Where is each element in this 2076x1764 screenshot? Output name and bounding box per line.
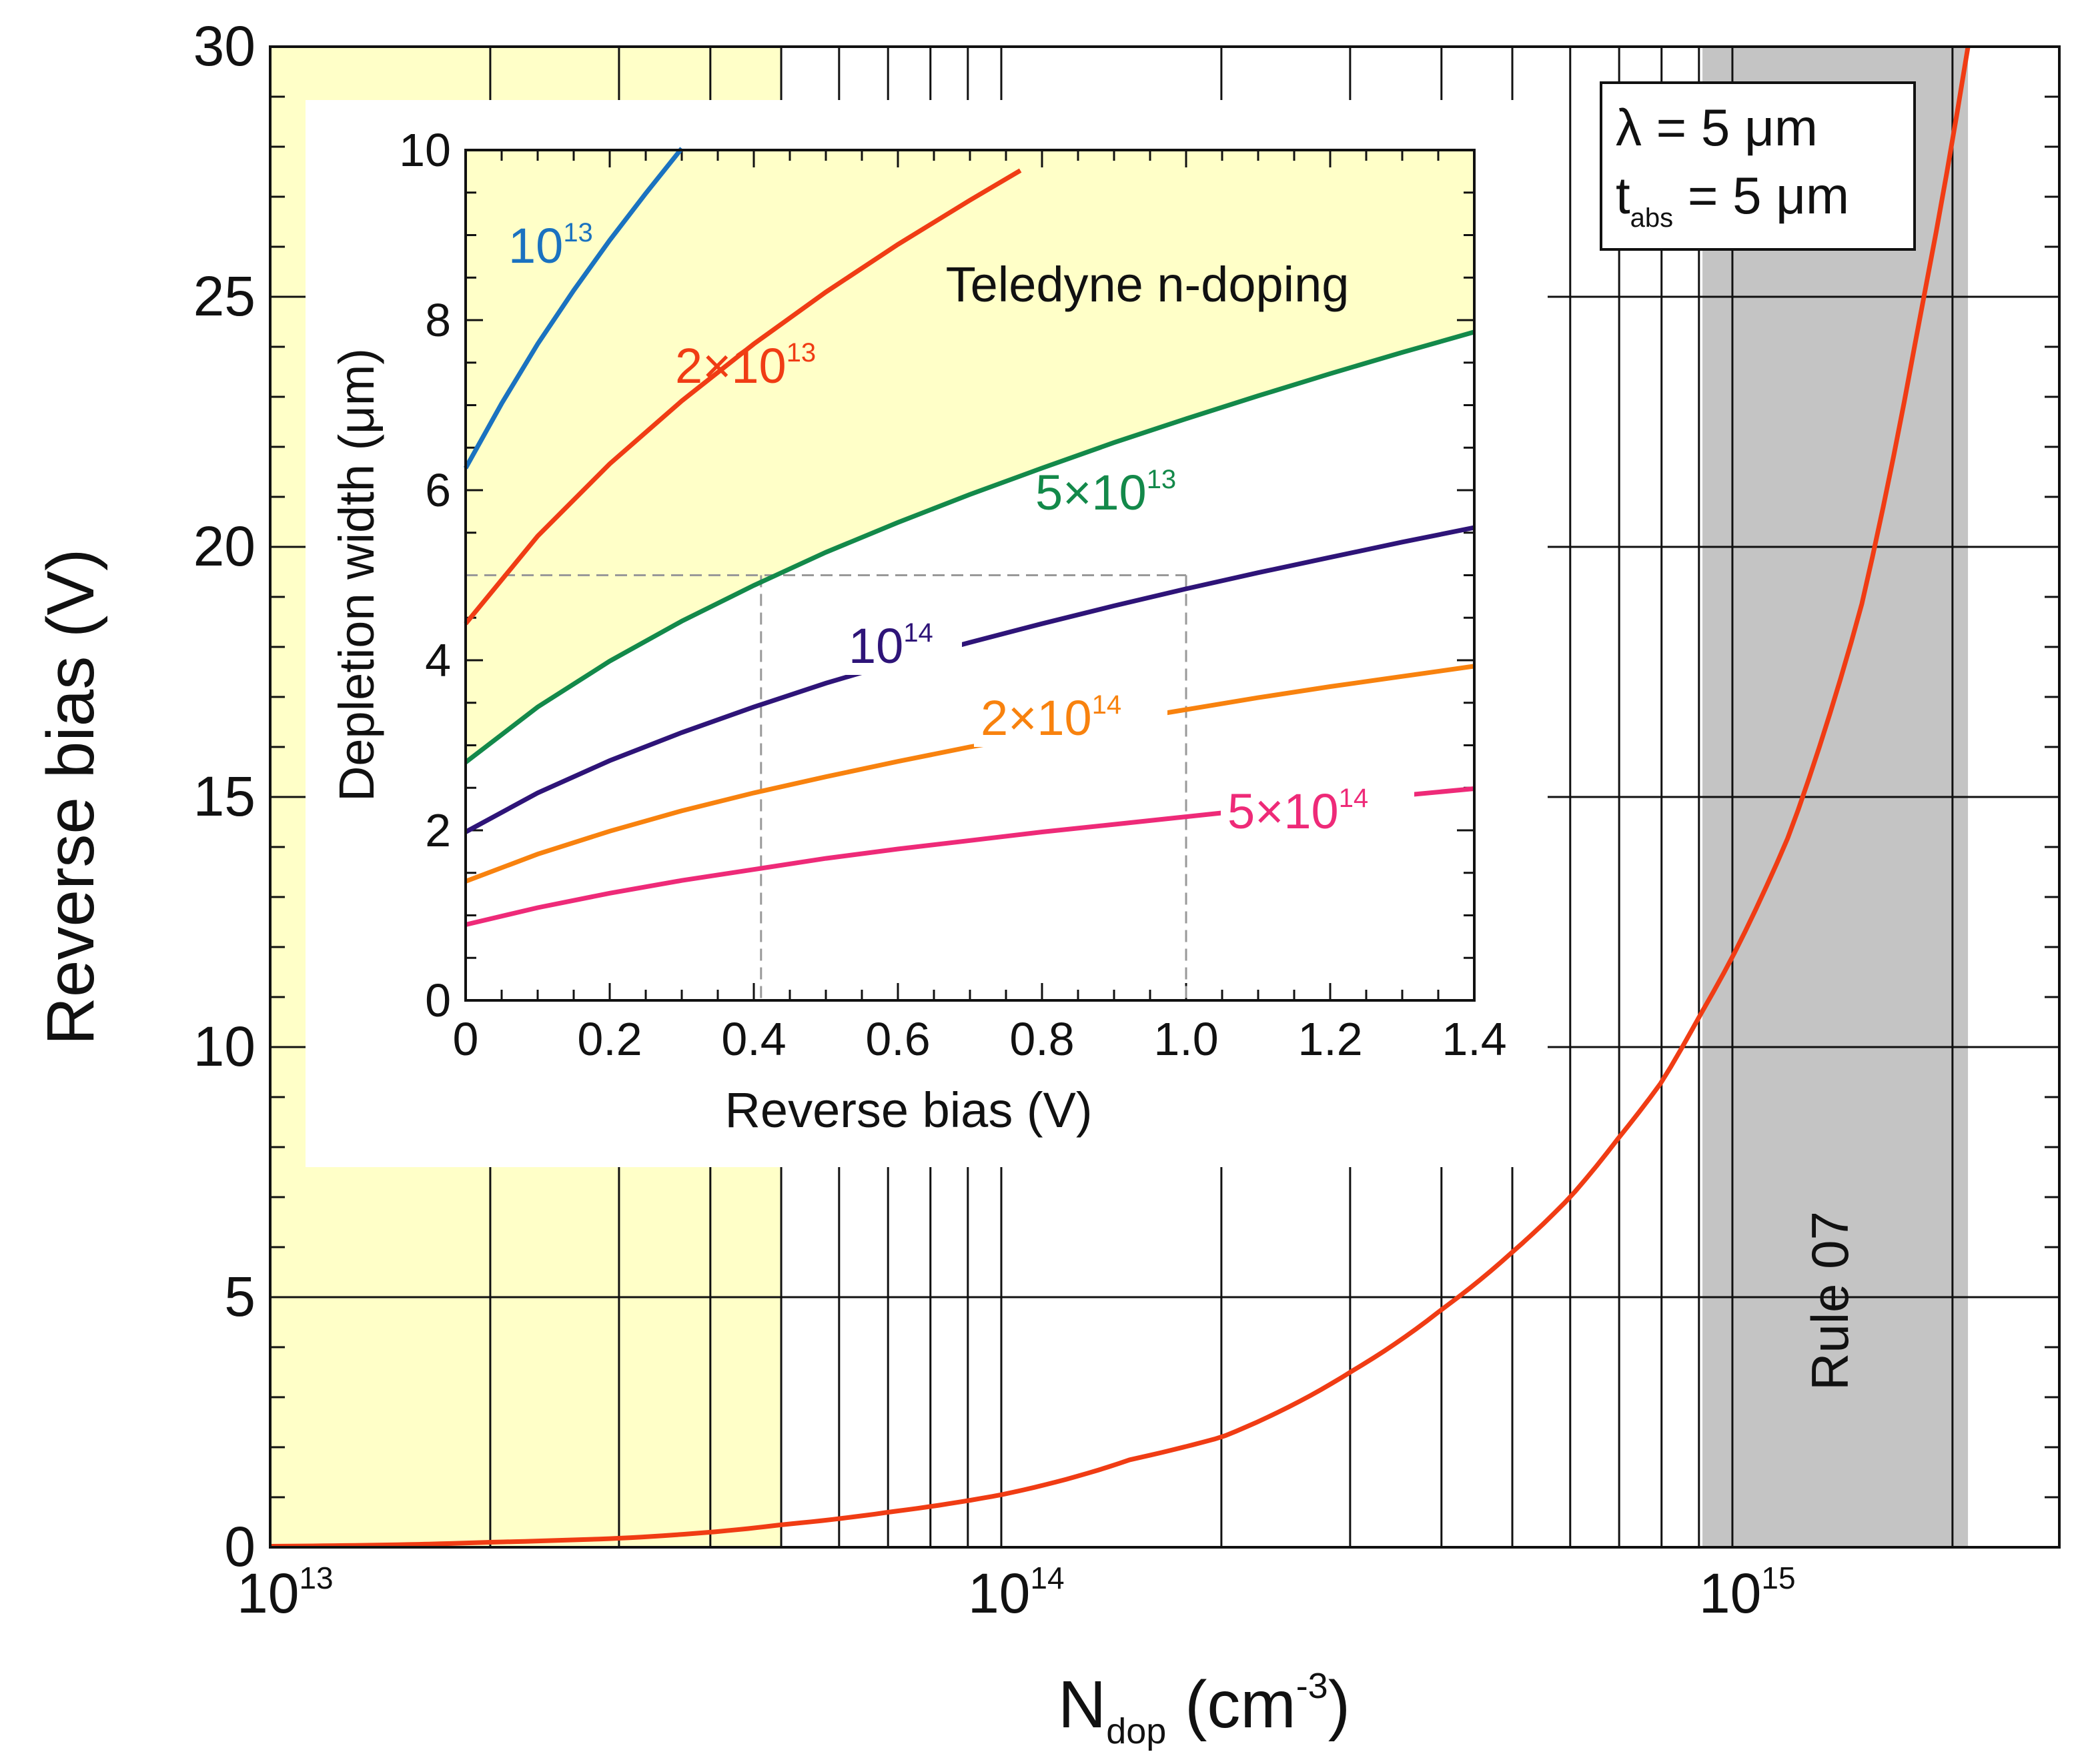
main-axes-frame [269, 45, 2061, 1549]
inset-series-labels: 1013 2×1013 5×1013 1014 2×1014 5×1014 [508, 218, 1414, 840]
inset-y-tick-label: 4 [425, 634, 451, 686]
inset-x-tick-label: 1.2 [1298, 1013, 1362, 1065]
inset-x-tick-labels: 0 0.2 0.4 0.6 0.8 1.0 1.2 1.4 [453, 1013, 1507, 1065]
inset-series-line [464, 329, 1475, 764]
main-y-tick-label: 5 [224, 1265, 255, 1328]
inset-plot: 1013 2×1013 5×1013 1014 2×1014 5×1014 Teledyn… [306, 100, 1548, 1167]
inset-x-tick-label: 1.4 [1442, 1013, 1506, 1065]
main-y-axis-label: Reverse bias (V) [33, 549, 108, 1046]
inset-x-tick-label: 0.2 [577, 1013, 642, 1065]
main-x-tick-label: 1014 [968, 1561, 1065, 1625]
main-y-tick-label: 0 [224, 1515, 255, 1578]
inset-y-tick-label: 10 [399, 124, 451, 176]
inset-label-knockout [974, 687, 1167, 747]
legend-box: λ = 5 μm tabs = 5 μm [1600, 81, 1916, 251]
inset-series-line [463, 147, 684, 470]
inset-x-tick-label: 0.4 [721, 1013, 786, 1065]
main-y-tick-label: 20 [193, 515, 255, 578]
inset-series-label: 5×1014 [1227, 784, 1368, 839]
inset-y-tick-label: 2 [425, 804, 451, 856]
inset-series-label: 5×1013 [1035, 465, 1176, 520]
inset-series-label: 1013 [508, 218, 593, 273]
inset-series-line [464, 168, 1022, 626]
main-series-line [270, 46, 1971, 1549]
teledyne-region-label: Teledyne n-doping [946, 257, 1350, 312]
inset-x-tick-label: 0 [453, 1013, 479, 1065]
rule07-label: Rule 07 [1800, 1211, 1859, 1391]
main-tick-marks [270, 95, 2059, 1499]
inset-label-knockout [842, 615, 962, 675]
main-y-tick-labels: 0 5 10 15 20 25 30 [193, 15, 255, 1578]
inset-series-line [464, 525, 1475, 834]
main-x-tick-label: 1013 [237, 1561, 334, 1625]
inset-label-knockout [1221, 780, 1414, 840]
inset-tick-marks [466, 150, 1474, 1000]
inset-y-axis-label: Depletion width (μm) [329, 348, 384, 802]
inset-series-label: 1014 [849, 618, 933, 674]
inset-series [463, 147, 1475, 927]
inset-series-line [464, 664, 1475, 884]
inset-y-tick-label: 8 [425, 294, 451, 346]
main-y-tick-label: 30 [193, 15, 255, 77]
inset-x-tick-label: 1.0 [1153, 1013, 1218, 1065]
inset-x-tick-label: 0.6 [865, 1013, 930, 1065]
inset-series-label: 2×1014 [981, 690, 1121, 746]
main-x-tick-label: 1015 [1699, 1561, 1796, 1625]
inset-y-tick-label: 6 [425, 464, 451, 516]
inset-axes-frame [464, 149, 1476, 1002]
legend-lambda: λ = 5 μm [1616, 98, 1818, 157]
main-y-tick-label: 10 [193, 1015, 255, 1078]
inset-x-axis-label: Reverse bias (V) [724, 1082, 1092, 1138]
inset-y-tick-labels: 0 2 4 6 8 10 [399, 124, 451, 1026]
inset-guide-lines [466, 574, 1187, 1000]
main-y-tick-label: 25 [193, 265, 255, 327]
main-y-tick-label: 15 [193, 765, 255, 828]
inset-teledyne-region [466, 150, 1474, 762]
inset-series-label: 2×1013 [675, 338, 816, 393]
legend-tabs: tabs = 5 μm [1616, 166, 1849, 233]
main-x-tick-labels: 1013 1014 1015 [237, 1561, 1796, 1625]
inset-x-tick-label: 0.8 [1009, 1013, 1074, 1065]
inset-y-tick-label: 0 [425, 974, 451, 1026]
legend-frame [1600, 81, 1916, 251]
main-x-axis-label: Ndop (cm-3) [1058, 1666, 1350, 1751]
